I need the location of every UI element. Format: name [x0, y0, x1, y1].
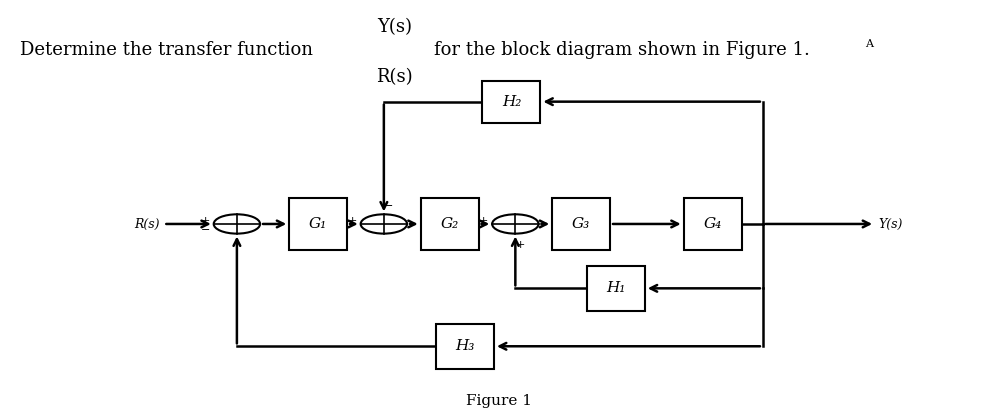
- Bar: [436, 324, 494, 369]
- Bar: [684, 198, 742, 250]
- Text: −: −: [384, 201, 393, 211]
- Text: Y(s): Y(s): [376, 18, 412, 36]
- Bar: [587, 266, 645, 311]
- Text: H₁: H₁: [606, 281, 626, 296]
- Text: G₁: G₁: [309, 217, 327, 231]
- Text: H₃: H₃: [455, 339, 475, 353]
- Text: A: A: [865, 39, 873, 49]
- Text: R(s): R(s): [134, 217, 160, 230]
- Text: for the block diagram shown in Figure 1.: for the block diagram shown in Figure 1.: [434, 41, 810, 59]
- Bar: [482, 81, 541, 122]
- Text: +: +: [515, 240, 525, 250]
- Bar: [289, 198, 347, 250]
- Text: +: +: [479, 216, 488, 226]
- Text: R(s): R(s): [376, 68, 412, 87]
- Circle shape: [214, 214, 260, 234]
- Text: +: +: [201, 216, 210, 226]
- Text: Determine the transfer function: Determine the transfer function: [20, 41, 313, 59]
- Text: Figure 1: Figure 1: [466, 394, 532, 408]
- Text: −: −: [201, 225, 210, 235]
- Circle shape: [492, 214, 539, 234]
- Text: G₃: G₃: [572, 217, 590, 231]
- Bar: [552, 198, 610, 250]
- Bar: [420, 198, 479, 250]
- Text: H₂: H₂: [502, 94, 521, 109]
- Text: G₄: G₄: [704, 217, 722, 231]
- Text: Y(s): Y(s): [879, 217, 903, 230]
- Circle shape: [360, 214, 407, 234]
- Text: G₂: G₂: [440, 217, 459, 231]
- Text: +: +: [347, 216, 357, 226]
